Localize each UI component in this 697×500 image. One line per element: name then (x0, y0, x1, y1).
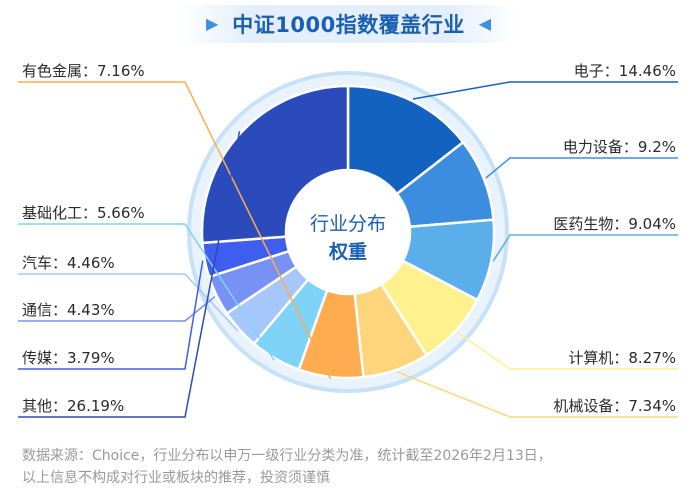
leader-line-2 (492, 234, 678, 262)
slice-label-4: 机械设备：7.34% (553, 397, 676, 415)
slice-label-9: 传媒：3.79% (22, 349, 115, 367)
title-pill: ▶ 中证1000指数覆盖行业 ◀ (179, 5, 518, 43)
pie-center-hole (286, 170, 410, 294)
slice-label-2: 医药生物：9.04% (553, 215, 676, 233)
slice-label-10: 其他：26.19% (22, 397, 124, 415)
left-arrow-icon: ◀ (478, 14, 492, 33)
leader-line-7 (18, 273, 239, 332)
slice-label-7: 汽车：4.46% (22, 254, 115, 272)
leader-lines (18, 81, 678, 418)
leader-line-8 (18, 296, 216, 322)
footnote: 数据来源：Choice，行业分布以申万一级行业分类为准，统计截至2026年2月1… (22, 445, 682, 489)
title-bar: ▶ 中证1000指数覆盖行业 ◀ (0, 4, 697, 44)
chart-title: 中证1000指数覆盖行业 (232, 13, 465, 37)
leader-line-1 (485, 157, 678, 179)
footnote-line2: 以上信息不构成对行业或板块的推荐，投资须谨慎 (22, 470, 330, 486)
center-label-line2: 权重 (328, 240, 367, 263)
pie-chart: 电子：14.46% 电力设备：9.2% 医药生物：9.04% 计算机：8.27% 机械设… (18, 62, 678, 418)
slice-label-5: 有色金属：7.16% (22, 62, 145, 80)
leader-line-3 (456, 331, 678, 370)
leader-line-5 (18, 81, 332, 380)
leader-line-0 (412, 81, 678, 100)
slice-label-0: 电子：14.46% (574, 62, 676, 80)
slice-labels: 电子：14.46% 电力设备：9.2% 医药生物：9.04% 计算机：8.27% 机械设… (22, 62, 676, 415)
leader-line-10 (18, 131, 241, 418)
slice-label-3: 计算机：8.27% (568, 349, 676, 367)
leader-line-4 (396, 370, 678, 418)
center-label-line1: 行业分布 (310, 213, 386, 235)
leader-line-9 (18, 260, 204, 370)
slice-label-8: 通信：4.43% (22, 301, 115, 319)
slice-label-6: 基础化工：5.66% (22, 204, 145, 222)
footnote-line1: 数据来源：Choice，行业分布以申万一级行业分类为准，统计截至2026年2月1… (22, 448, 552, 464)
leader-line-6 (18, 223, 275, 361)
slice-label-1: 电力设备：9.2% (563, 138, 676, 156)
right-arrow-icon: ▶ (205, 14, 219, 33)
